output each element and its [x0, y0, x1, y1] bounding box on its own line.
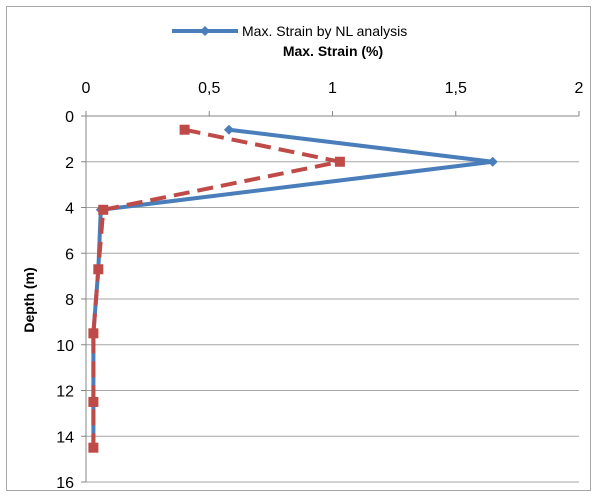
- y-tick-label: 10: [56, 338, 74, 355]
- chart-border: [6, 6, 591, 491]
- y-tick-label: 12: [56, 384, 74, 401]
- data-point: [487, 156, 498, 167]
- axes: [81, 111, 580, 483]
- data-point: [98, 204, 109, 215]
- x-tick-label: 1,5: [445, 80, 467, 97]
- y-tick-label: 0: [65, 109, 74, 126]
- data-point: [334, 156, 345, 167]
- y-axis-title: Depth (m): [21, 267, 37, 332]
- x-tick-label: 2: [575, 80, 584, 97]
- y-tick-label: 4: [65, 201, 74, 218]
- y-tick-label: 6: [65, 246, 74, 263]
- y-tick-label: 16: [56, 475, 74, 492]
- legend-label: Max. Strain by NL analysis: [242, 23, 407, 39]
- legend-diamond-marker: [200, 26, 210, 36]
- series-group: [88, 124, 498, 453]
- data-point: [88, 442, 99, 453]
- legend: Max. Strain by NL analysis: [172, 23, 407, 39]
- y-tick-label: 14: [56, 429, 74, 446]
- y-tick-label: 2: [65, 155, 74, 172]
- y-tick-labels: 0 2 4 6 8 10 12 14 16: [56, 109, 74, 492]
- x-axis-title: Max. Strain (%): [283, 43, 383, 59]
- y-tick-label: 8: [65, 292, 74, 309]
- data-point: [88, 328, 99, 339]
- gridlines: [86, 161, 579, 483]
- x-tick-label: 0,5: [198, 80, 220, 97]
- x-tick-label: 0: [82, 80, 91, 97]
- x-tick-labels: 0 0,5 1 1,5 2: [82, 80, 584, 97]
- data-point: [88, 396, 99, 407]
- x-tick-label: 1: [328, 80, 337, 97]
- data-point: [223, 124, 234, 135]
- data-point: [179, 124, 190, 135]
- data-point: [93, 264, 104, 275]
